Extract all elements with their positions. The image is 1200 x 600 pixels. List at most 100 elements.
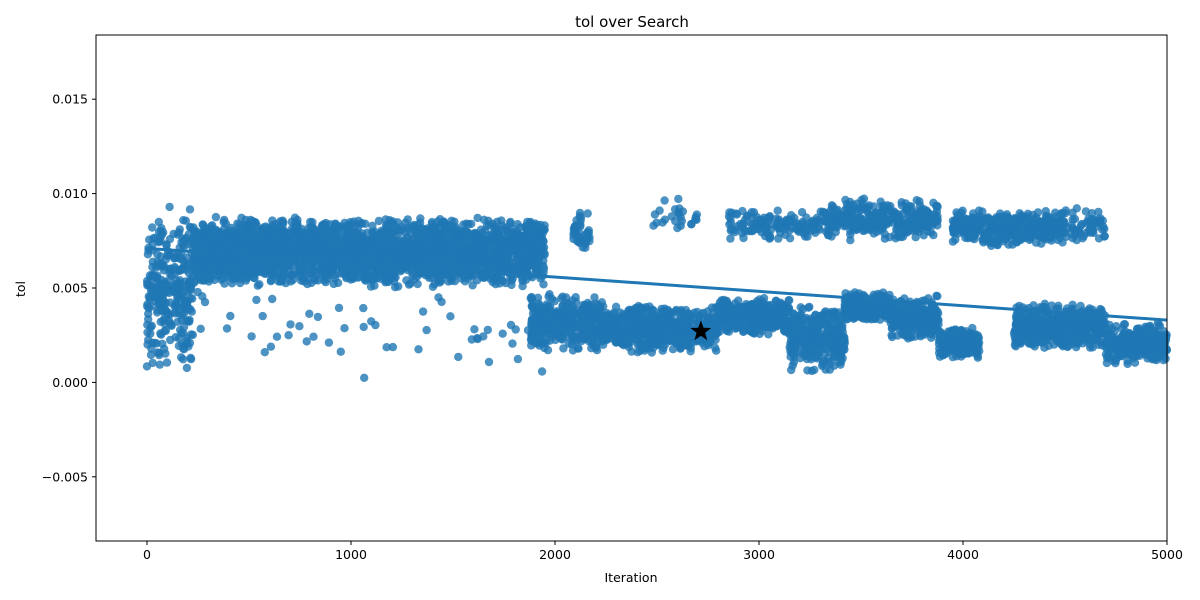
data-point <box>558 335 567 344</box>
data-point <box>293 234 302 243</box>
data-point <box>182 363 192 373</box>
data-point <box>533 220 542 230</box>
data-point <box>143 250 153 259</box>
data-point <box>248 216 257 226</box>
data-point <box>668 345 678 354</box>
data-point <box>394 255 403 265</box>
data-point <box>162 358 172 367</box>
data-point <box>278 246 288 256</box>
data-point <box>477 257 486 266</box>
data-point <box>811 310 820 319</box>
data-point <box>228 240 237 249</box>
data-point <box>509 236 518 245</box>
data-point <box>464 219 473 229</box>
data-point <box>176 353 186 362</box>
data-point <box>583 318 593 327</box>
data-point <box>672 338 681 348</box>
data-point <box>478 273 488 282</box>
data-point <box>724 303 734 312</box>
data-point <box>147 321 156 330</box>
data-point <box>527 301 536 311</box>
data-point <box>236 224 245 234</box>
data-point <box>414 220 423 230</box>
data-point <box>757 326 767 336</box>
data-point <box>385 235 394 245</box>
data-point <box>645 328 654 337</box>
data-point <box>774 313 783 322</box>
data-point <box>601 315 610 324</box>
data-point <box>438 219 447 228</box>
data-point <box>432 249 441 259</box>
data-point <box>526 217 535 227</box>
data-point <box>574 344 583 353</box>
data-point <box>302 229 312 238</box>
data-point <box>523 226 532 235</box>
data-point <box>321 218 331 228</box>
data-point <box>555 315 565 324</box>
data-point <box>838 336 848 345</box>
data-point <box>333 278 343 288</box>
data-point <box>747 301 757 310</box>
data-point <box>154 217 163 227</box>
data-point <box>417 233 427 242</box>
data-point <box>611 333 620 342</box>
data-point <box>786 322 795 331</box>
data-point <box>211 212 221 222</box>
data-point <box>425 243 435 252</box>
data-point <box>167 271 176 280</box>
data-point <box>416 214 425 223</box>
data-point <box>686 347 695 356</box>
data-point <box>516 223 525 232</box>
data-point <box>144 315 153 324</box>
data-point <box>227 254 237 263</box>
data-point <box>496 240 505 250</box>
data-point <box>502 226 511 235</box>
data-point <box>714 302 723 311</box>
data-point <box>419 253 429 262</box>
data-point <box>374 216 384 226</box>
data-point <box>485 235 494 244</box>
data-point <box>683 309 692 318</box>
data-point <box>146 302 155 311</box>
data-point <box>506 217 515 227</box>
data-point <box>745 326 755 335</box>
data-point <box>235 278 245 288</box>
data-point <box>188 294 197 303</box>
data-point <box>185 205 195 214</box>
data-point <box>184 277 194 287</box>
data-point <box>578 310 587 319</box>
data-point <box>403 223 412 233</box>
data-point <box>261 222 271 231</box>
data-point <box>615 308 625 317</box>
data-point <box>501 263 511 273</box>
data-point <box>148 257 157 266</box>
data-point <box>702 317 711 326</box>
data-point <box>154 238 163 247</box>
data-point <box>177 328 186 337</box>
data-point <box>310 274 319 283</box>
data-point <box>428 282 438 291</box>
data-point <box>331 219 340 228</box>
data-point <box>276 272 286 281</box>
data-point <box>633 348 642 357</box>
data-point <box>540 343 549 353</box>
data-point <box>533 253 542 262</box>
data-point <box>532 260 542 269</box>
data-point <box>387 228 396 237</box>
data-point <box>443 229 452 239</box>
data-point <box>472 241 481 251</box>
data-point <box>166 264 175 273</box>
data-point <box>288 275 298 284</box>
data-point <box>764 317 773 326</box>
data-point <box>497 234 506 243</box>
data-point <box>347 228 356 238</box>
data-point <box>513 231 523 240</box>
data-point <box>205 255 215 265</box>
data-point <box>834 358 844 367</box>
data-point <box>148 288 157 298</box>
data-point <box>795 311 805 320</box>
data-point <box>526 294 535 303</box>
data-point <box>788 361 797 370</box>
data-point <box>319 265 328 275</box>
data-point <box>686 316 695 325</box>
